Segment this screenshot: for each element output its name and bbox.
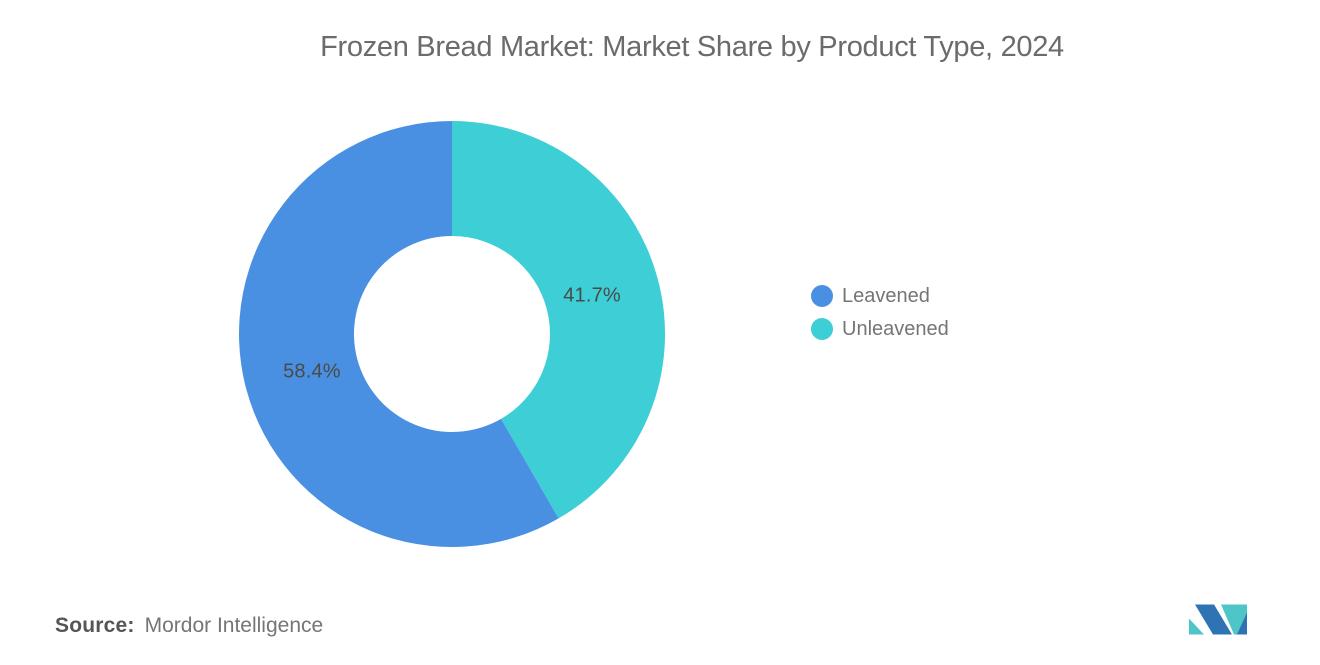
logo-blue-right-triangle	[1237, 612, 1247, 635]
mordor-intelligence-logo	[1189, 604, 1247, 635]
legend: Leavened Unleavened	[811, 285, 949, 351]
donut-chart: 58.4% 41.7%	[239, 121, 665, 547]
legend-label: Leavened	[842, 284, 930, 307]
source-attribution: Source: Mordor Intelligence	[55, 614, 323, 638]
donut-slice-unleavened[interactable]	[452, 121, 665, 519]
chart-title: Frozen Bread Market: Market Share by Pro…	[320, 31, 1064, 63]
logo-teal-left-triangle	[1189, 618, 1204, 635]
logo-blue-diagonal	[1195, 604, 1232, 635]
legend-label: Unleavened	[842, 317, 949, 340]
source-name: Mordor Intelligence	[144, 614, 324, 637]
donut-svg	[239, 121, 665, 547]
legend-swatch-unleavened-icon	[811, 318, 833, 340]
legend-item-unleavened[interactable]: Unleavened	[811, 318, 949, 340]
legend-swatch-leavened-icon	[811, 285, 833, 307]
source-label: Source:	[55, 614, 135, 637]
legend-item-leavened[interactable]: Leavened	[811, 285, 949, 307]
donut-slice-leavened[interactable]	[239, 121, 559, 547]
